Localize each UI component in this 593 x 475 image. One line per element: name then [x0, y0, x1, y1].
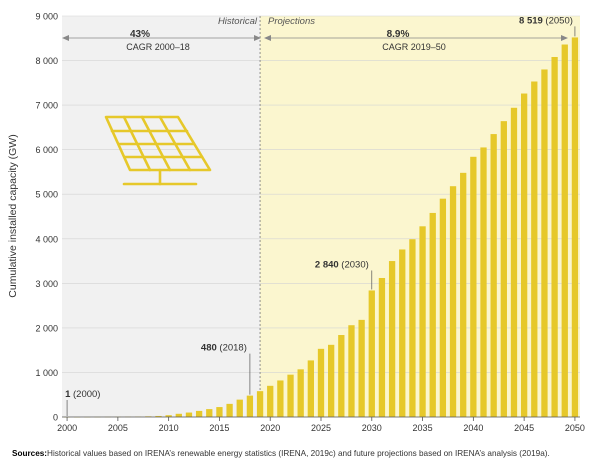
projections-period-label: Projections	[268, 16, 315, 27]
bar-2035	[419, 226, 426, 417]
bar-2034	[409, 239, 416, 417]
y-tick-label: 6 000	[35, 145, 58, 155]
axes: 0 1 000 2 000 3 000 4 000 5 000 6 000 7 000 8 00…	[35, 12, 584, 434]
x-tick-label: 2035	[413, 423, 433, 433]
bar-2017	[236, 399, 243, 417]
bar-2015	[216, 407, 223, 417]
source-note: Sources:Historical values based on IRENA…	[12, 449, 550, 458]
cagr-projections-arrow-right	[561, 35, 568, 41]
bar-2050	[571, 37, 579, 418]
bar-2039	[460, 172, 467, 417]
bar-2041	[480, 147, 487, 417]
bar-2046	[531, 81, 538, 417]
cagr-historical-arrow-left	[62, 35, 69, 41]
bar-2013	[195, 410, 203, 417]
bar-2032	[388, 261, 396, 417]
x-tick-label: 2020	[260, 423, 280, 433]
y-tick-label: 9 000	[35, 12, 58, 22]
annotation-2018: 480 (2018)	[201, 343, 247, 354]
bar-2040	[470, 156, 477, 417]
historical-background	[62, 16, 261, 417]
cagr-historical-arrow-right	[254, 35, 261, 41]
bar-2024	[307, 360, 314, 417]
bar-2038	[449, 186, 457, 417]
bar-2014	[206, 409, 213, 417]
bars	[63, 37, 579, 418]
y-tick-label: 4 000	[35, 234, 58, 244]
x-tick-label: 2050	[565, 423, 585, 433]
source-text: Historical values based on IRENA’s renew…	[47, 449, 550, 458]
annotation-2000: 1 (2000)	[65, 389, 100, 400]
historical-period-label: Historical	[218, 16, 258, 27]
y-tick-label: 0	[53, 413, 58, 423]
annotation-2050: 8 519 (2050)	[519, 15, 573, 26]
cagr-historical-label: CAGR 2000–18	[126, 42, 190, 52]
bar-2018	[246, 395, 254, 417]
cagr-historical-value: 43%	[130, 29, 150, 40]
x-tick-label: 2015	[209, 423, 229, 433]
y-tick-label: 2 000	[35, 323, 58, 333]
x-tick-label: 2000	[57, 423, 77, 433]
bar-2012	[185, 412, 193, 417]
bar-2029	[358, 319, 365, 417]
bar-2028	[348, 325, 355, 417]
bar-2036	[429, 212, 436, 417]
bar-2025	[317, 348, 325, 417]
x-tick-label: 2010	[159, 423, 179, 433]
bar-2043	[500, 121, 507, 417]
bar-2048	[551, 56, 558, 417]
x-tick-label: 2005	[108, 423, 128, 433]
bar-2026	[328, 344, 335, 417]
x-tick-label: 2030	[362, 423, 382, 433]
bar-2037	[439, 198, 447, 417]
bar-2027	[338, 335, 345, 417]
source-prefix: Sources:	[12, 449, 48, 458]
bar-2049	[561, 44, 568, 417]
cagr-projections-arrow-left	[264, 35, 271, 41]
cagr-projections-value: 8.9%	[387, 29, 410, 40]
bar-2009	[155, 415, 162, 417]
bar-2042	[490, 134, 497, 418]
bar-2023	[297, 369, 304, 417]
solar-capacity-chart: 0 1 000 2 000 3 000 4 000 5 000 6 000 7 000 8 00…	[7, 12, 585, 434]
bar-2033	[399, 249, 406, 417]
bar-2047	[541, 69, 548, 417]
bar-2045	[520, 93, 528, 417]
bar-2016	[226, 403, 233, 417]
bar-2011	[175, 413, 182, 417]
annotations: 1 (2000) 480 (2018) 2 840 (2030) 8 519 (205…	[65, 15, 576, 416]
solar-panel-icon	[104, 115, 212, 186]
bar-2031	[378, 277, 386, 417]
bar-2021	[277, 380, 284, 417]
x-tick-label: 2040	[463, 423, 483, 433]
bar-2020	[267, 385, 274, 417]
x-tick-label: 2045	[514, 423, 534, 433]
bar-2022	[287, 374, 294, 417]
cagr-historical: 43% CAGR 2000–18	[62, 29, 261, 52]
x-tick-label: 2025	[311, 423, 331, 433]
y-axis-label: Cumulative installed capacity (GW)	[7, 134, 19, 297]
cagr-projections: 8.9% CAGR 2019–50	[264, 29, 568, 52]
y-tick-label: 5 000	[35, 190, 58, 200]
bar-2030	[368, 290, 375, 417]
y-tick-label: 3 000	[35, 279, 58, 289]
y-tick-label: 1 000	[35, 368, 58, 378]
bar-2019	[256, 391, 264, 417]
y-tick-label: 8 000	[35, 56, 58, 66]
cagr-projections-label: CAGR 2019–50	[382, 42, 446, 52]
y-tick-label: 7 000	[35, 101, 58, 111]
bar-2010	[165, 415, 172, 417]
bar-2044	[510, 107, 518, 417]
annotation-2030: 2 840 (2030)	[315, 259, 369, 270]
